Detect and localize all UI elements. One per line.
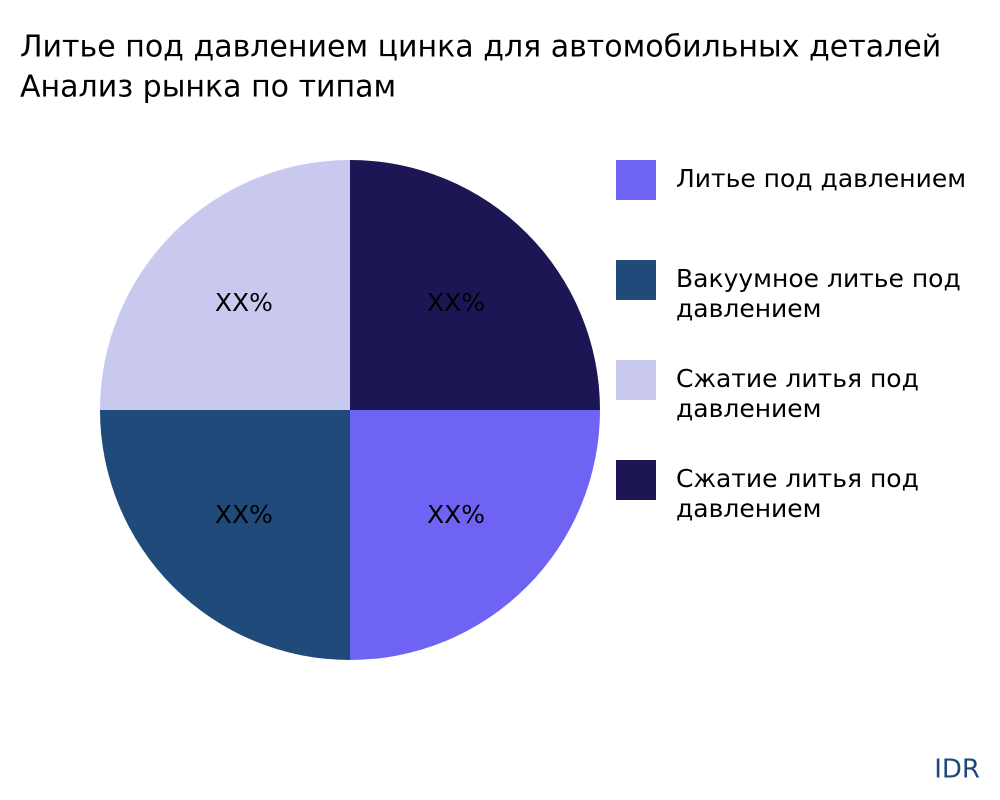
slice-label: XX% (215, 288, 273, 317)
source: IDR (934, 755, 980, 785)
legend-label: Сжатие литья под давлением (676, 464, 919, 523)
pie-slice (350, 160, 600, 410)
pie-slice (100, 410, 350, 660)
legend-label: Вакуумное литье под давлением (676, 264, 961, 323)
slice-label: XX% (427, 288, 485, 317)
legend-swatch (616, 460, 656, 500)
slice-label: XX% (215, 500, 273, 529)
chart-title: Литье под давлением цинка для автомобиль… (20, 30, 941, 65)
legend-label: Сжатие литья под давлением (676, 364, 919, 423)
slice-label: XX% (427, 500, 485, 529)
legend-swatch (616, 260, 656, 300)
chart-subtitle: Анализ рынка по типам (20, 70, 396, 105)
pie-slice (100, 160, 350, 410)
legend-swatch (616, 160, 656, 200)
legend-swatch (616, 360, 656, 400)
legend-label: Литье под давлением (676, 164, 966, 193)
pie-slice (350, 410, 600, 660)
